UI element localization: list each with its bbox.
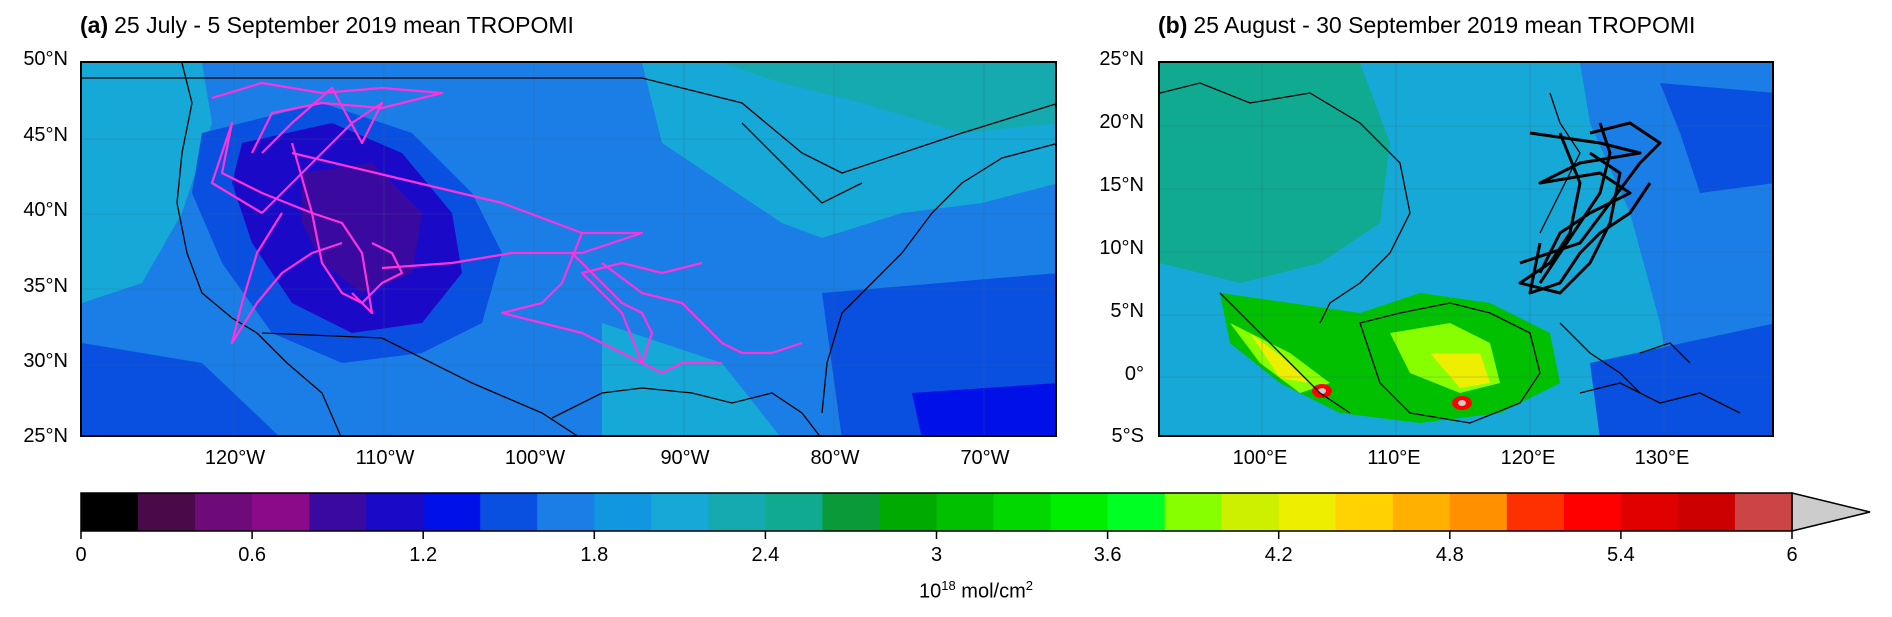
panel-b-title: (b) 25 August - 30 September 2019 mean TR… [1158,12,1695,39]
colorbar-tick-label: 0.6 [238,544,266,566]
colorbar-segment [309,493,367,531]
panel-b-lat-label: 15°N [1099,174,1144,196]
colorbar-tick-label: 0 [75,544,87,566]
panel-b-letter: (b) [1158,12,1188,38]
colorbar-tick-label: 3.6 [1093,544,1122,566]
colorbar-segment [537,493,595,531]
colorbar-segment [822,493,880,531]
colorbar-segment [708,493,766,531]
colorbar-segment [1278,493,1337,531]
panel-a-letter: (a) [80,12,109,38]
panel-b-lat-label: 20°N [1099,111,1144,133]
panel-b-lat-label: 5°S [1111,425,1144,447]
panel-a-lat-label: 50°N [23,48,68,70]
panel-a-lon-label: 80°W [810,447,860,469]
panel-b-lat-label: 5°N [1110,300,1144,322]
colorbar-tick-label: 6 [1786,544,1798,566]
panel-b-lon-label: 100°E [1232,447,1288,469]
colorbar-segment [1506,493,1565,531]
panel-a-lat-label: 40°N [23,199,68,221]
colorbar-tick-label: 2.4 [751,544,780,566]
panel-b-map [1158,61,1774,437]
colorbar-segment [765,493,823,531]
colorbar-segment [879,493,937,531]
colorbar-segment [936,493,995,531]
panel-a-lon-label: 120°W [204,447,266,469]
panel-b-lon-label: 120°E [1500,447,1556,469]
panel-b-lon-label: 110°E [1367,447,1421,469]
colorbar-segment [1563,493,1622,531]
colorbar-segment [81,493,139,531]
colorbar-tick-label: 4.2 [1264,544,1293,566]
panel-a-lon-label: 110°W [355,447,415,469]
colorbar-unit-base: 10 [919,580,942,603]
colorbar-segment [1050,493,1109,531]
colorbar-segment [1734,493,1793,531]
panel-b-lat-label: 25°N [1099,48,1144,70]
panel-a-title: (a) 25 July - 5 September 2019 mean TROPO… [80,12,574,39]
colorbar-segment [1335,493,1394,531]
colorbar-segment [1620,493,1679,531]
colorbar-segment [480,493,538,531]
colorbar-segment [195,493,253,531]
panel-a-lon-label: 90°W [660,447,710,469]
colorbar-overflow-triangle [1791,492,1871,532]
colorbar-segment [1392,493,1451,531]
panel-a-lon-label: 70°W [960,447,1010,469]
colorbar-segment [252,493,310,531]
colorbar-segment [138,493,196,531]
colorbar-tick-label: 1.8 [580,544,609,566]
colorbar-unit-rest: mol/cm [955,580,1026,603]
panel-a-title-text: 25 July - 5 September 2019 mean TROPOMI [114,12,574,38]
colorbar-segment [594,493,652,531]
colorbar-unit-label: 1018 mol/cm2 [846,578,1106,604]
panel-b-lat-label: 10°N [1099,237,1144,259]
colorbar-tick-label: 1.2 [409,544,438,566]
colorbar-segment [1677,493,1736,531]
panel-a-lat-label: 35°N [23,275,68,297]
colorbar-tick-label: 5.4 [1606,544,1635,566]
colorbar-tick-label: 3 [930,544,943,566]
colorbar-unit-square: 2 [1025,578,1033,593]
panel-a-lon-label: 100°W [504,447,566,469]
colorbar-segment [993,493,1052,531]
colorbar-segment [1221,493,1280,531]
colorbar-segment [1449,493,1508,531]
panel-a-lat-label: 45°N [23,124,68,146]
panel-b-title-text: 25 August - 30 September 2019 mean TROPO… [1193,12,1696,38]
colorbar-segment [423,493,481,531]
panel-a-lat-label: 25°N [23,425,68,447]
panel-a-lat-label: 30°N [23,350,68,372]
panel-b-lat-label: 0° [1124,363,1144,385]
colorbar-segment [651,493,709,531]
colorbar-segment [366,493,424,531]
colorbar-unit-exponent: 18 [941,578,956,593]
panel-a-map [80,61,1057,437]
colorbar-tick-label: 4.8 [1435,544,1464,566]
colorbar-segment [1164,493,1223,531]
colorbar-segment [1107,493,1166,531]
panel-b-lon-label: 130°E [1634,447,1690,469]
